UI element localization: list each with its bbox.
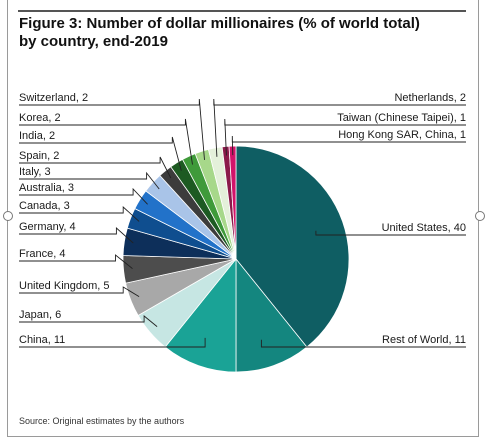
title-rule (18, 10, 466, 12)
pie-slice-china (164, 257, 237, 373)
slice-label-rest-of-world: Rest of World, 11 (382, 334, 466, 346)
slice-label-korea: Korea, 2 (19, 112, 61, 124)
chart-title-line-1: Figure 3: Number of dollar millionaires … (19, 15, 420, 32)
slice-label-australia: Australia, 3 (19, 182, 74, 194)
slice-label-switzerland: Switzerland, 2 (19, 92, 88, 104)
leader-line-united-states (315, 230, 466, 236)
leader-line-germany (19, 226, 134, 244)
slice-label-canada: Canada, 3 (19, 200, 70, 212)
leader-lines (19, 98, 466, 348)
slice-label-india: India, 2 (19, 130, 55, 142)
slice-label-united-states: United States, 40 (382, 222, 466, 234)
slice-label-taiwan-chinese-taipei: Taiwan (Chinese Taipei), 1 (337, 112, 466, 124)
leader-line-hong-kong-sar-china (231, 135, 466, 156)
left-resize-handle[interactable] (3, 211, 13, 221)
pie-slices (122, 145, 350, 373)
leader-line-australia (19, 187, 148, 205)
leader-line-japan (19, 315, 158, 327)
pie-slice-rest-of-world (235, 257, 308, 373)
leader-line-rest-of-world (260, 339, 466, 348)
slice-label-france: France, 4 (19, 248, 65, 260)
leader-line-italy (19, 171, 160, 190)
leader-line-united-kingdom (19, 286, 140, 297)
slice-label-china: China, 11 (19, 334, 65, 346)
leader-line-switzerland (19, 98, 205, 160)
leader-line-netherlands (213, 98, 466, 157)
slice-label-spain: Spain, 2 (19, 150, 59, 162)
chart-title-line-2: by country, end-2019 (19, 33, 168, 50)
source-note: Source: Original estimates by the author… (19, 416, 185, 426)
slice-label-united-kingdom: United Kingdom, 5 (19, 280, 110, 292)
right-resize-handle[interactable] (475, 211, 485, 221)
leader-line-taiwan-chinese-taipei (224, 118, 466, 156)
slice-labels: United States, 40 Rest of World, 11 China,… (19, 92, 466, 346)
leader-line-india (19, 136, 182, 171)
slice-label-hong-kong-sar-china: Hong Kong SAR, China, 1 (338, 129, 466, 141)
leader-line-spain (19, 156, 172, 179)
leader-line-china (19, 337, 206, 348)
slice-label-japan: Japan, 6 (19, 309, 61, 321)
pie-slice-united-states (235, 145, 350, 348)
leader-line-canada (19, 205, 140, 222)
chart-title: Figure 3: Number of dollar millionaires … (19, 15, 459, 51)
slice-label-netherlands: Netherlands, 2 (394, 92, 466, 104)
slice-label-italy: Italy, 3 (19, 166, 51, 178)
leader-line-france (19, 254, 133, 269)
leader-line-korea (19, 118, 193, 165)
slice-label-germany: Germany, 4 (19, 221, 76, 233)
